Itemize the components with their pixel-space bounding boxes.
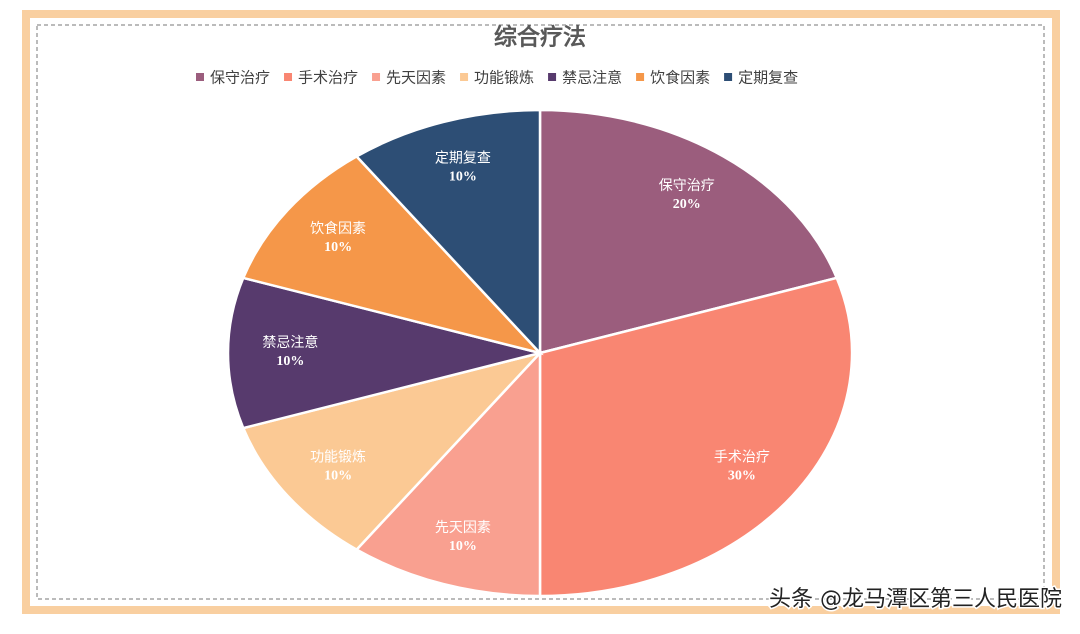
pie-slice [354,349,542,598]
legend-swatch [372,73,381,81]
legend-label: 饮食因素 [650,69,710,87]
legend-label: 禁忌注意 [562,69,622,87]
frame [22,10,1060,614]
pie-slice [538,108,839,355]
chart-title: 综合疗法 [494,24,586,51]
value-label: 10% [449,539,477,554]
slice-label: 禁忌注意 [262,334,318,351]
watermark: 头条 @龙马潭区第三人民医院 [769,587,1062,612]
value-label: 10% [324,240,352,255]
legend-label: 定期复查 [738,69,798,87]
pie-slice [241,154,544,356]
legend: 保守治疗 手术治疗 先天因素 功能锻炼 禁忌注意 饮食因素 定期复查 [196,69,798,87]
pie: 保守治疗 20% 手术治疗 30% 先天因素 10% 功能锻炼 10% 禁忌注意 10% 饮食因素 1… [226,108,854,598]
legend-label: 手术治疗 [298,69,358,87]
legend-label: 先天因素 [386,69,446,87]
pie-slice [241,350,544,552]
legend-label: 保守治疗 [210,69,270,87]
pie-slice [538,276,854,598]
slice-label: 功能锻炼 [310,449,366,465]
legend-swatch [196,73,204,81]
value-label: 20% [673,197,701,212]
value-label: 10% [449,169,477,184]
legend-label: 功能锻炼 [474,69,534,87]
legend-swatch [460,73,469,81]
pie-slice [226,276,541,430]
slice-label: 保守治疗 [659,178,715,194]
value-label: 10% [324,468,352,483]
value-label: 30% [728,468,756,483]
pie-slice [354,108,542,357]
legend-swatch [548,73,557,81]
slice-label: 定期复查 [435,149,491,166]
legend-swatch [636,73,645,81]
legend-swatch [284,73,293,81]
slice-label: 手术治疗 [714,449,770,465]
slice-label: 先天因素 [435,520,491,536]
slice-label: 饮食因素 [310,220,366,237]
legend-swatch [724,73,733,81]
value-label: 10% [276,354,304,369]
